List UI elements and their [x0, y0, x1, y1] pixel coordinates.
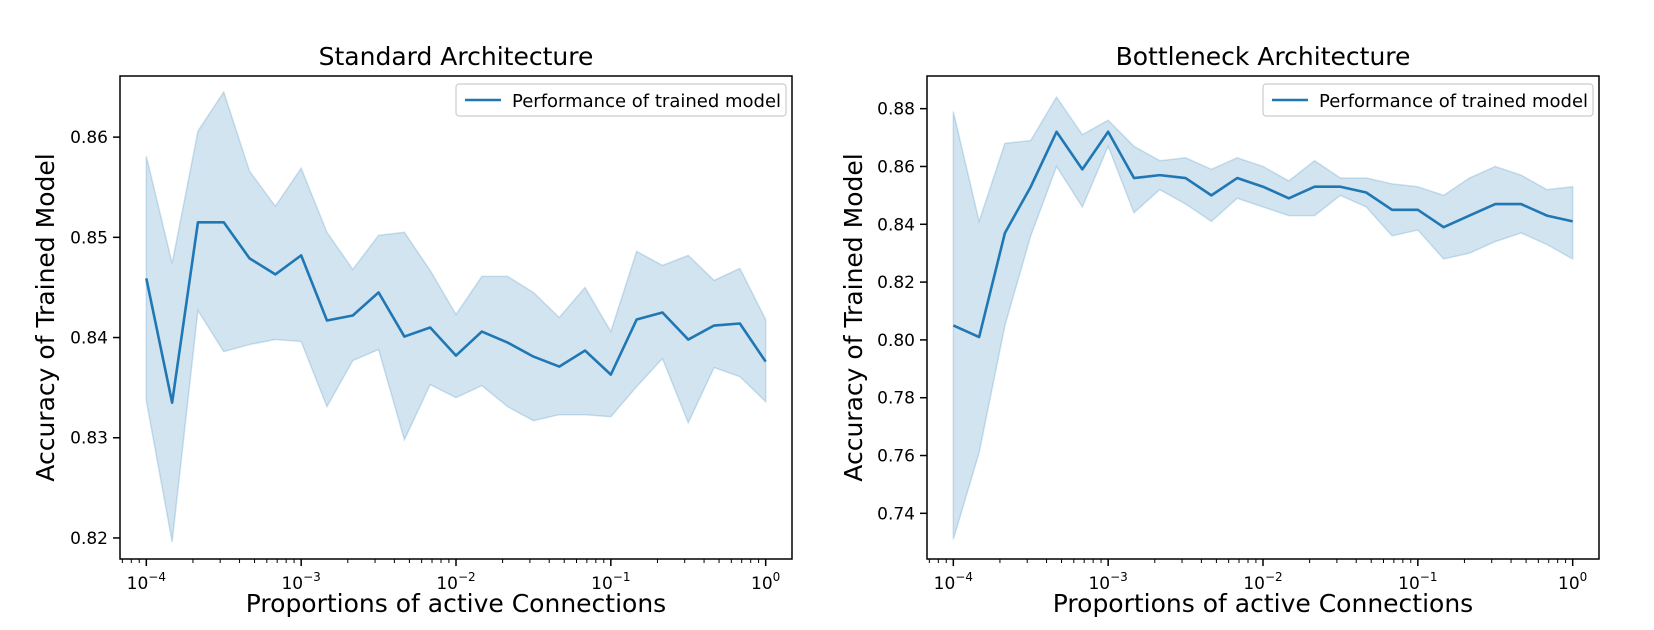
x-tick-label: 10−2: [1243, 570, 1282, 594]
std-dev-band: [952, 95, 1574, 540]
y-tick-label: 0.88: [877, 100, 915, 120]
x-tick-label: 10−4: [127, 570, 166, 594]
y-tick-label: 0.82: [70, 529, 108, 549]
chart-title: Bottleneck Architecture: [1116, 42, 1411, 71]
x-tick-label: 10−3: [1088, 570, 1127, 594]
y-tick-label: 0.82: [877, 273, 915, 293]
plot-area: [145, 90, 767, 543]
y-axis: 0.82 0.83 0.84 0.85 0.86: [70, 128, 120, 549]
x-axis: 10−4 10−3 10−2 10−1 100: [121, 559, 780, 594]
x-tick-label: 10−2: [436, 570, 475, 594]
legend-label: Performance of trained model: [512, 91, 781, 112]
y-tick-label: 0.85: [70, 228, 108, 248]
y-tick-label: 0.76: [877, 447, 915, 467]
x-tick-label: 10−3: [281, 570, 320, 594]
x-tick-label: 100: [751, 570, 780, 594]
legend: Performance of trained model: [455, 83, 787, 117]
y-tick-label: 0.83: [70, 429, 108, 449]
chart-standard: Standard Architecture 0.820.830.840.850.…: [31, 42, 793, 618]
chart-bottleneck: Bottleneck Architecture 0.74 0.76 0.78 0.80…: [839, 42, 1600, 618]
x-tick-label: 100: [1558, 570, 1587, 594]
chart-title: Standard Architecture: [319, 42, 594, 71]
legend-box: [1262, 83, 1594, 117]
y-axis-label: Accuracy of Trained Model: [839, 153, 868, 481]
legend-label: Performance of trained model: [1319, 91, 1588, 112]
y-tick-label: 0.84: [877, 215, 915, 235]
x-axis-label: Proportions of active Connections: [246, 589, 666, 618]
y-tick-label: 0.86: [877, 157, 915, 177]
series-line: [145, 221, 767, 404]
y-tick-label: 0.74: [877, 504, 915, 524]
legend-box: [455, 83, 787, 117]
series-line: [952, 130, 1573, 339]
y-tick-label: 0.78: [877, 389, 915, 409]
y-axis: 0.74 0.76 0.78 0.80 0.82 0.84 0.86 0.88: [877, 100, 927, 524]
y-tick-label: 0.80: [877, 331, 915, 351]
plot-area: [952, 95, 1574, 540]
x-tick-label: 10−1: [591, 570, 630, 594]
std-dev-band: [145, 90, 767, 543]
y-tick-label: 0.84: [70, 329, 108, 349]
y-tick-label: 0.86: [70, 128, 108, 148]
x-tick-label: 10−1: [1398, 570, 1437, 594]
x-tick-label: 10−4: [934, 570, 973, 594]
x-axis: 10−4 10−3 10−2 10−1 100: [928, 559, 1587, 594]
y-axis-label: Accuracy of Trained Model: [31, 153, 60, 481]
legend: Performance of trained model: [1262, 83, 1594, 117]
x-axis-label: Proportions of active Connections: [1053, 589, 1473, 618]
